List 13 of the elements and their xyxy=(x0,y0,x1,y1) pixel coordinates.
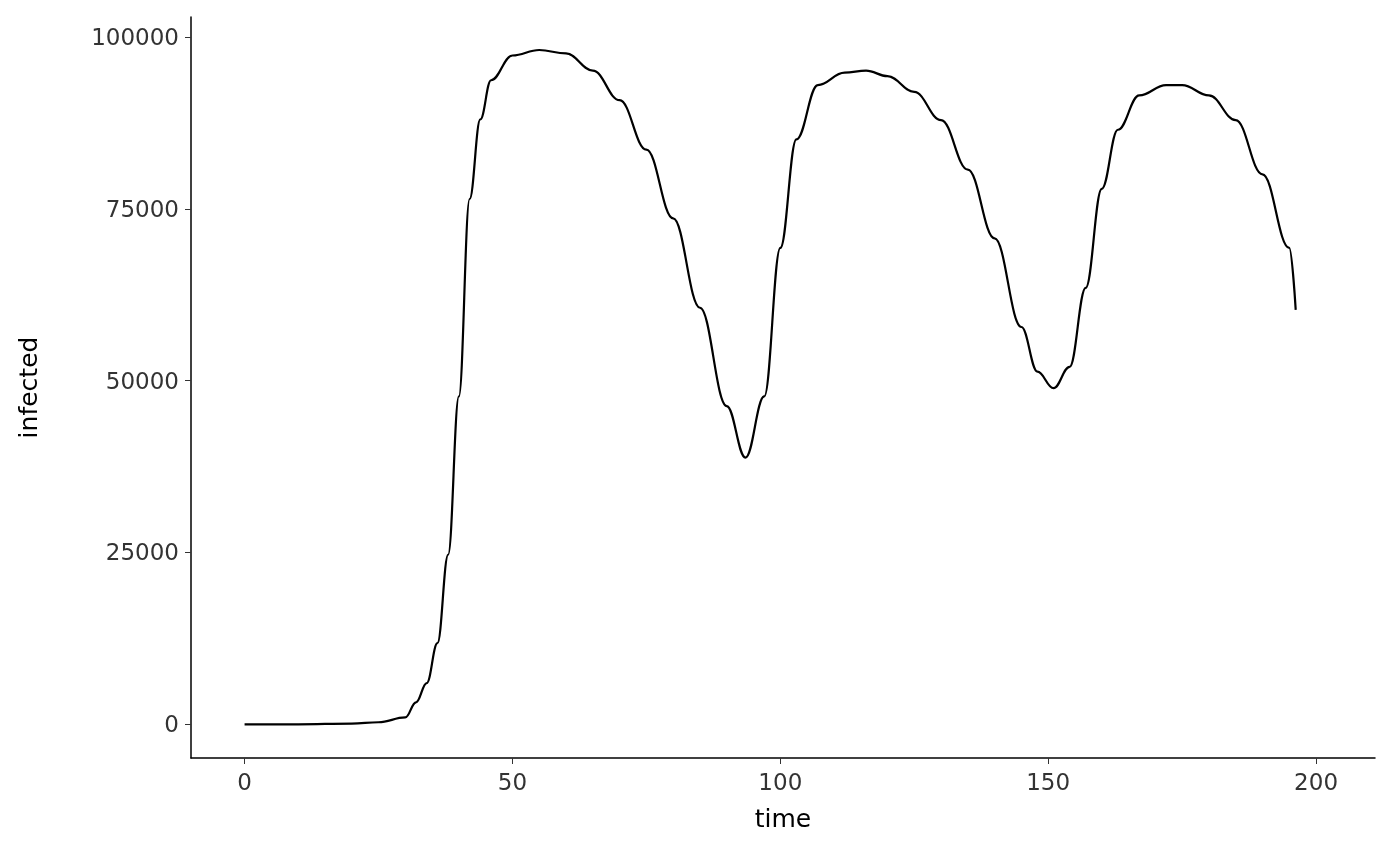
y-tick-label: 25000 xyxy=(105,539,179,566)
x-tick-label: 150 xyxy=(1026,768,1071,795)
y-axis-title: infected xyxy=(14,336,43,439)
x-tick-label: 50 xyxy=(497,768,528,795)
y-tick-label: 50000 xyxy=(105,367,179,394)
x-tick-label: 200 xyxy=(1294,768,1339,795)
line-series xyxy=(243,48,1297,726)
y-tick-label: 100000 xyxy=(91,23,179,50)
y-tick-label: 0 xyxy=(164,711,179,738)
x-tick-label: 100 xyxy=(758,768,803,795)
x-axis-title: time xyxy=(754,804,812,833)
y-tick-label: 75000 xyxy=(105,195,179,222)
x-tick-label: 0 xyxy=(237,768,252,795)
